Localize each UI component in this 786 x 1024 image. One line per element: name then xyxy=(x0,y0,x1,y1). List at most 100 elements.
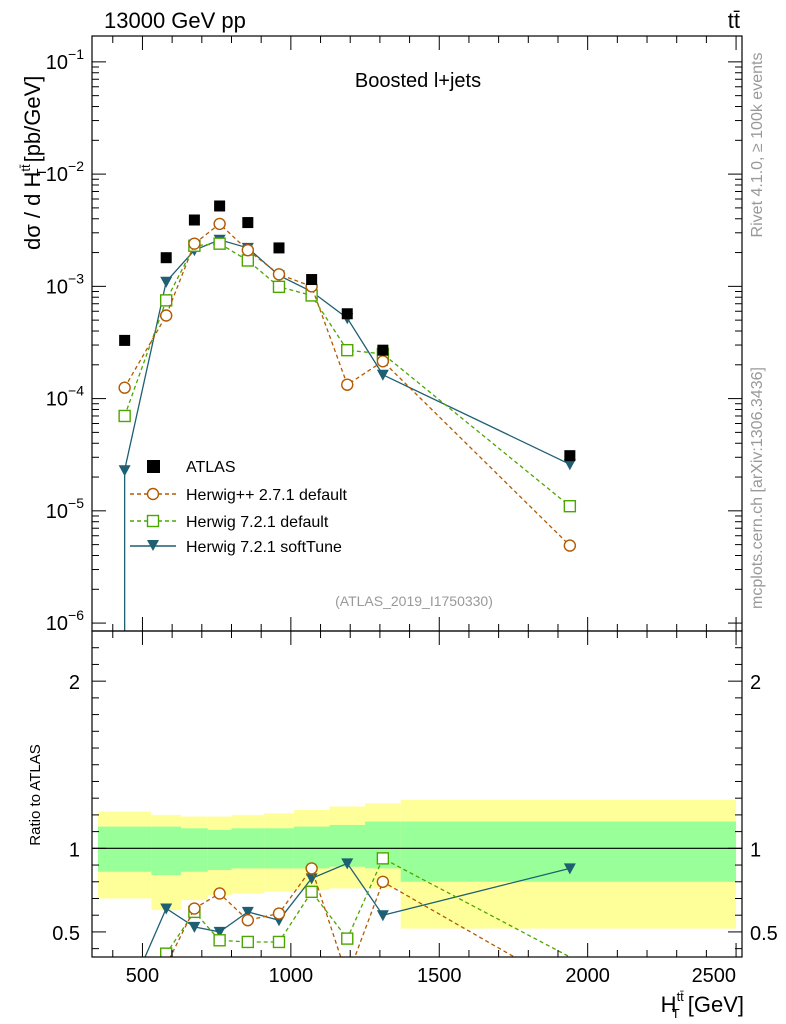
main-point-atlas xyxy=(341,308,353,320)
legend-marker-herwig7-softtune xyxy=(147,540,159,551)
legend-marker-herwig7-default xyxy=(146,514,160,528)
main-y-axis-label-sub: T xyxy=(34,168,49,176)
main-point-herwig-7-2-1-softtune xyxy=(563,459,576,471)
main-y-tick-exp: −2 xyxy=(68,158,84,174)
main-y-axis-label-main: dσ / d H xyxy=(20,172,45,250)
ratio-frame xyxy=(91,630,743,958)
main-y-tick-label: 10−6 xyxy=(46,607,84,635)
main-point-atlas xyxy=(160,252,172,264)
ratio-series-herwig-2-7-1-default xyxy=(169,862,516,957)
legend: ATLAS Herwig++ 2.7.1 default Herwig 7.2.… xyxy=(130,459,348,556)
analysis-watermark: (ATLAS_2019_I1750330) xyxy=(335,593,493,609)
x-axis-label-sub: T xyxy=(672,1006,680,1021)
main-point-herwig-7-2-1-softtune xyxy=(160,276,173,288)
main-y-tick-label: 10−4 xyxy=(46,383,84,411)
series-atlas xyxy=(119,200,576,462)
ratio-line-herwig-7-2-1-default xyxy=(159,857,571,957)
main-point-atlas xyxy=(564,450,576,462)
ratio-point-herwig-7-2-1-softtune xyxy=(563,863,576,875)
main-point-herwig-2-7-1-default xyxy=(376,355,390,368)
main-y-tick-label: 10−5 xyxy=(46,495,84,523)
main-point-herwig-7-2-1-default xyxy=(160,294,173,307)
ratio-series-herwig-7-2-1-softtune xyxy=(144,858,576,957)
legend-label-atlas: ATLAS xyxy=(186,459,236,476)
ratio-inner-band xyxy=(181,828,208,872)
main-y-tick-label: 10−3 xyxy=(46,270,84,298)
ratio-y-tick-label-left: 0.5 xyxy=(52,923,80,945)
main-y-tick-base: 10 xyxy=(46,613,68,635)
ratio-point-herwig-7-2-1-softtune xyxy=(188,921,201,933)
x-tick-label: 500 xyxy=(126,965,159,987)
ratio-point-herwig-7-2-1-default xyxy=(272,935,286,949)
x-axis-label-sup: tt̄ xyxy=(677,989,685,1004)
ratio-y-tick-label-left: 1 xyxy=(69,839,80,861)
main-point-herwig-2-7-1-default xyxy=(188,237,201,250)
x-tick-label: 1500 xyxy=(417,965,462,987)
rivet-label: Rivet 4.1.0, ≥ 100k events xyxy=(749,53,766,238)
main-point-herwig-2-7-1-default xyxy=(272,268,286,281)
main-y-tick-label: 10−1 xyxy=(46,46,84,74)
main-y-tick-base: 10 xyxy=(46,389,68,411)
ratio-inner-band xyxy=(207,829,232,871)
main-point-herwig-7-2-1-default xyxy=(118,409,131,423)
ratio-panel: 0.5 0.5 1 1 2 2 500 1000 1500 2000 2500 Ratio to … xyxy=(27,630,778,1021)
ratio-point-herwig-7-2-1-default xyxy=(213,934,226,947)
ratio-point-herwig-2-7-1-default xyxy=(376,875,390,888)
main-point-atlas xyxy=(273,242,285,254)
ratio-inner-band xyxy=(400,821,737,882)
ratio-point-herwig-7-2-1-default xyxy=(376,852,390,865)
main-y-tick-exp: −3 xyxy=(68,270,84,286)
main-point-herwig-2-7-1-default xyxy=(213,217,226,231)
legend-marker-atlas xyxy=(147,460,160,473)
ratio-point-herwig-2-7-1-default xyxy=(272,907,286,920)
main-y-axis-label-sup: tt̄ xyxy=(18,164,33,172)
legend-marker-herwigpp xyxy=(146,487,160,501)
ratio-inner-band xyxy=(293,826,330,869)
series-line-herwig-7-2-1-softtune xyxy=(123,239,571,471)
main-panel: 10−110−210−310−410−510−6 Boosted l+jets … xyxy=(18,35,743,635)
legend-label-herwigpp: Herwig++ 2.7.1 default xyxy=(186,487,348,504)
main-point-atlas xyxy=(242,217,254,229)
legend-label-herwig7-softtune: Herwig 7.2.1 softTune xyxy=(186,539,342,556)
main-point-herwig-2-7-1-default xyxy=(341,378,354,391)
ratio-inner-band xyxy=(151,826,182,876)
ratio-point-herwig-7-2-1-default xyxy=(305,885,318,898)
ratio-inner-band xyxy=(97,826,152,872)
ratio-y-tick-label-left: 2 xyxy=(69,672,80,694)
main-y-tick-base: 10 xyxy=(46,501,68,523)
main-point-herwig-7-2-1-softtune xyxy=(376,369,389,381)
ratio-line-herwig-7-2-1-softtune xyxy=(144,862,571,957)
ratio-line-herwig-2-7-1-default xyxy=(169,866,516,957)
x-tick-label: 2000 xyxy=(565,965,610,987)
ratio-point-herwig-2-7-1-default xyxy=(241,914,255,927)
ratio-point-herwig-7-2-1-softtune xyxy=(376,910,389,922)
ratio-axis-ticks xyxy=(92,631,742,957)
ratio-y-tick-label-right: 0.5 xyxy=(750,923,778,945)
main-y-axis-label-unit: [pb/GeV] xyxy=(20,76,45,163)
series-herwig-7-2-1-softtune xyxy=(118,234,576,631)
ratio-y-tick-label-right: 2 xyxy=(750,672,761,694)
main-y-axis-label: dσ / d Htt̄T [pb/GeV] xyxy=(18,76,49,250)
x-axis-label: Htt̄ T [GeV] xyxy=(661,989,744,1021)
main-point-herwig-2-7-1-default xyxy=(118,381,131,394)
ratio-y-tick-labels: 0.5 0.5 1 1 2 2 xyxy=(52,672,778,945)
main-point-herwig-7-2-1-default xyxy=(563,499,577,513)
main-y-tick-exp: −4 xyxy=(68,383,84,399)
ratio-point-herwig-7-2-1-softtune xyxy=(160,903,173,915)
x-tick-label: 2500 xyxy=(692,965,737,987)
main-point-herwig-7-2-1-default xyxy=(241,254,255,267)
ratio-point-herwig-7-2-1-softtune xyxy=(341,858,354,870)
main-series-layer xyxy=(118,200,577,631)
main-point-atlas xyxy=(119,334,131,346)
ratio-point-herwig-7-2-1-softtune xyxy=(213,926,226,938)
x-tick-label: 1000 xyxy=(269,965,314,987)
ratio-point-herwig-2-7-1-default xyxy=(188,902,201,915)
x-axis-label-unit: [GeV] xyxy=(688,992,744,1017)
chart-title: Boosted l+jets xyxy=(355,70,481,92)
main-point-herwig-2-7-1-default xyxy=(241,243,255,257)
main-y-tick-base: 10 xyxy=(46,276,68,298)
main-point-herwig-2-7-1-default xyxy=(160,309,173,322)
main-point-herwig-2-7-1-default xyxy=(563,539,577,552)
x-tick-labels: 500 1000 1500 2000 2500 xyxy=(126,965,736,987)
